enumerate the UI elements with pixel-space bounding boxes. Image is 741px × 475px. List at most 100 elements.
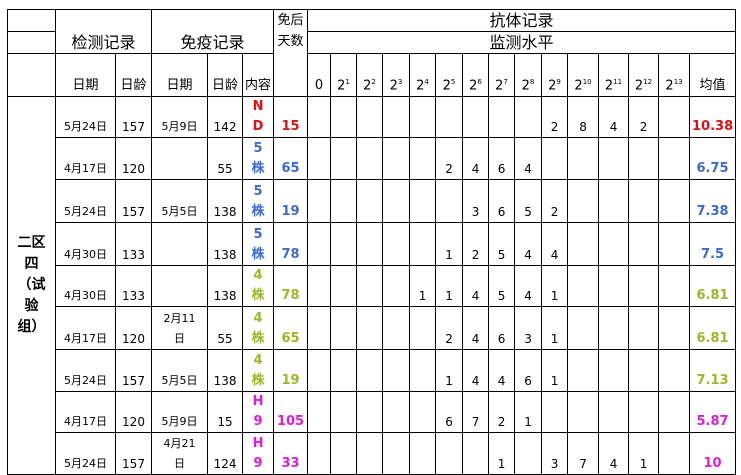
level-header: 28 [514,53,543,97]
days-after-immune: 65 [273,306,309,350]
immune-content: 5株 [242,137,275,180]
level-count [435,432,464,475]
immune-age: 55 [207,137,244,180]
level-count: 7 [567,432,600,475]
level-count: 2 [435,137,464,180]
days-after-immune: 65 [273,137,309,180]
table-row: 4月17日 120 55 5株 65 2 4 6 4 6.75 [8,137,737,180]
level-count [462,432,490,475]
level-count [628,179,660,223]
immune-date: 2月11日 [151,306,209,350]
level-header: 212 [628,53,660,97]
mean-value: 7.13 [689,349,737,392]
level-count [356,179,384,223]
level-count [330,391,358,433]
level-count [658,179,691,223]
mean-value: 6.81 [689,306,737,350]
level-count [382,265,411,307]
antibody-record-table: 检测记录 免疫记录 免后天数 抗体记录 监测水平 日期 日龄 日期 日龄 内容 … [7,9,737,475]
level-count [462,96,490,138]
detect-date: 4月17日 [55,306,116,350]
level-header: 29 [541,53,569,97]
level-count [330,432,358,475]
level-header: 213 [658,53,691,97]
level-count [356,349,384,392]
level-count: 7 [462,391,490,433]
immune-content: 4株 [242,349,275,392]
table-row: 5月24日 157 5月5日 138 4株 19 1 4 4 6 1 7.13 [8,349,737,392]
level-count [330,306,358,350]
level-count [307,349,332,392]
level-count [409,222,437,266]
days-after-immune: 105 [273,391,309,433]
detect-date: 4月17日 [55,391,116,433]
detect-date: 5月24日 [55,96,116,138]
antibody-record-header: 抗体记录 [307,9,737,32]
level-count [382,306,411,350]
level-count [330,96,358,138]
level-count: 2 [541,96,569,138]
immune-age: 15 [207,391,244,433]
level-count: 3 [462,179,490,223]
level-count [567,222,600,266]
detect-age: 133 [114,222,153,266]
level-count [658,96,691,138]
level-count [598,306,630,350]
level-count [541,137,569,180]
level-count [567,391,600,433]
days-after-immune: 78 [273,222,309,266]
immune-content-header: 内容 [242,53,275,97]
level-header: 22 [356,53,384,97]
level-count: 4 [598,96,630,138]
level-count [628,265,660,307]
level-count: 5 [488,222,516,266]
immune-age: 55 [207,306,244,350]
detect-date-header: 日期 [55,53,116,97]
level-count [307,96,332,138]
immune-date: 5月5日 [151,349,209,392]
level-count [567,306,600,350]
level-count [330,349,358,392]
level-count [514,96,543,138]
level-count [598,137,630,180]
level-count [598,349,630,392]
detect-age: 157 [114,432,153,475]
table-row: 4月30日 133 138 4株 78 1 1 4 5 4 1 6.81 [8,265,737,307]
detect-age: 120 [114,391,153,433]
level-count [356,96,384,138]
mean-value: 7.38 [689,179,737,223]
level-header: 27 [488,53,516,97]
detect-date: 5月24日 [55,432,116,475]
level-count [356,222,384,266]
level-count: 6 [514,349,543,392]
level-count: 4 [514,137,543,180]
level-count [598,179,630,223]
corner-cell [7,9,56,32]
level-count [330,265,358,307]
immune-content: ND [242,96,275,138]
level-header: 211 [598,53,630,97]
level-count [598,391,630,433]
days-after-immune-header: 免后天数 [273,9,309,97]
level-count [382,349,411,392]
days-after-immune: 33 [273,432,309,475]
mean-value: 10 [689,432,737,475]
immune-date: 5月5日 [151,179,209,223]
level-count [658,432,691,475]
level-count: 4 [462,306,490,350]
immune-date: 4月21日 [151,432,209,475]
level-count: 2 [435,306,464,350]
level-count [628,306,660,350]
level-count: 1 [514,391,543,433]
level-count [514,432,543,475]
table-row: 5月24日 157 4月21日 124 H9 33 1 3 7 4 1 10 [8,432,737,475]
level-count [541,391,569,433]
level-count [330,179,358,223]
table-row: 5月24日 157 5月5日 138 5株 19 3 6 5 2 7.38 [8,179,737,223]
mean-value: 10.38 [689,96,737,138]
level-count: 1 [628,432,660,475]
detect-age-header: 日龄 [114,53,153,97]
level-count [307,391,332,433]
level-count [307,179,332,223]
level-count [382,96,411,138]
